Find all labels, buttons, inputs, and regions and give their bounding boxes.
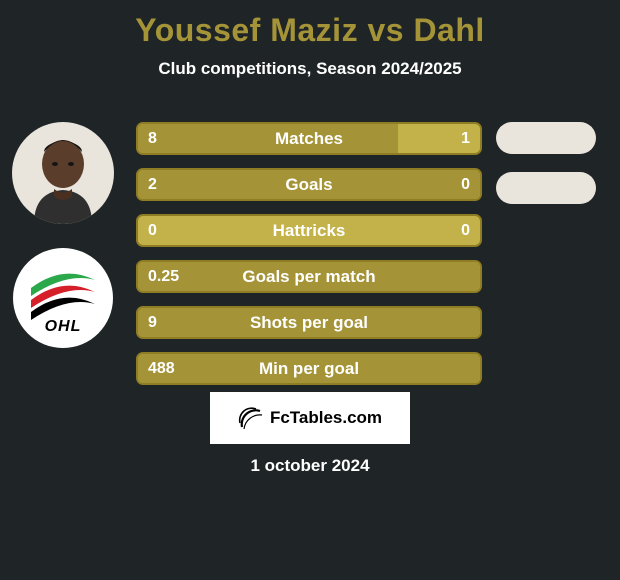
stat-bar-track xyxy=(136,306,482,339)
stat-bar-track xyxy=(136,122,482,155)
player2-avatar-placeholder xyxy=(496,122,596,154)
stat-value-player1: 488 xyxy=(148,352,175,385)
footer-date: 1 october 2024 xyxy=(0,456,620,476)
stat-bar-fill xyxy=(138,354,480,383)
brand-box[interactable]: FcTables.com xyxy=(210,392,410,444)
fctables-logo-icon xyxy=(238,405,264,431)
player2-club-placeholder xyxy=(496,172,596,204)
stat-bar-fill xyxy=(138,170,480,199)
brand-text: FcTables.com xyxy=(270,408,382,428)
stat-row: 488Min per goal xyxy=(136,352,482,385)
stat-bar-fill xyxy=(138,262,480,291)
stat-value-player2: 1 xyxy=(461,122,470,155)
player1-club-name: OHL xyxy=(23,318,103,336)
stat-value-player2: 0 xyxy=(461,168,470,201)
player1-column: OHL xyxy=(8,122,118,348)
player1-avatar xyxy=(12,122,114,224)
stat-value-player1: 9 xyxy=(148,306,157,339)
stat-bar-track xyxy=(136,214,482,247)
player1-club-logo: OHL xyxy=(13,248,113,348)
stat-value-player1: 2 xyxy=(148,168,157,201)
stat-bar-fill xyxy=(138,124,398,153)
stat-row: 0.25Goals per match xyxy=(136,260,482,293)
stat-row: 9Shots per goal xyxy=(136,306,482,339)
page-title: Youssef Maziz vs Dahl xyxy=(0,0,620,49)
stat-value-player2: 0 xyxy=(461,214,470,247)
stat-row: 2Goals0 xyxy=(136,168,482,201)
stat-bar-track xyxy=(136,168,482,201)
stat-bar-fill xyxy=(138,308,480,337)
swoosh-1 xyxy=(31,274,95,296)
stat-bar-track xyxy=(136,352,482,385)
subtitle: Club competitions, Season 2024/2025 xyxy=(0,59,620,79)
stat-bar-track xyxy=(136,260,482,293)
player2-column xyxy=(490,122,602,204)
stat-value-player1: 8 xyxy=(148,122,157,155)
stat-value-player1: 0 xyxy=(148,214,157,247)
stat-value-player1: 0.25 xyxy=(148,260,179,293)
person-icon xyxy=(24,134,102,224)
stats-bars: 8Matches1 2Goals0 0Hattricks0 0.25Goals per… xyxy=(136,122,482,385)
stat-row: 8Matches1 xyxy=(136,122,482,155)
stat-row: 0Hattricks0 xyxy=(136,214,482,247)
